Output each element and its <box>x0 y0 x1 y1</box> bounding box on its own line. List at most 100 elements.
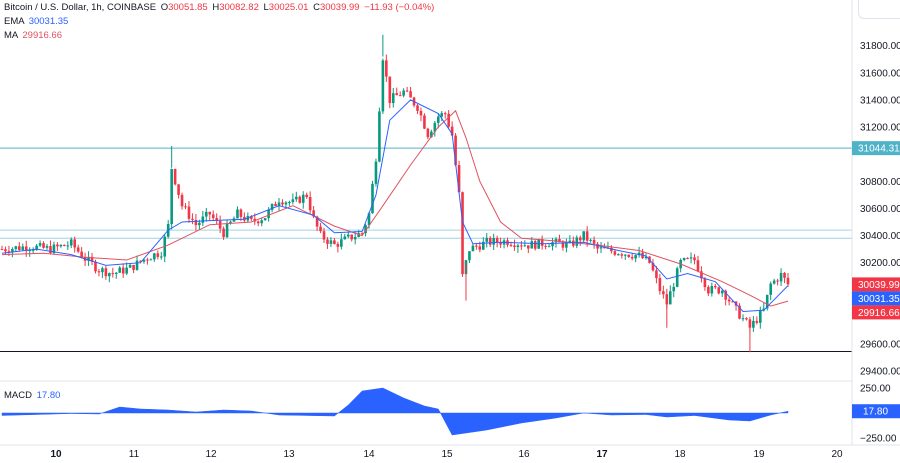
price-badge-text: 30039.99 <box>858 280 900 291</box>
candle-body <box>281 202 284 205</box>
candle-body <box>128 264 132 268</box>
candle-body <box>173 169 177 185</box>
candle-body <box>488 237 492 245</box>
candle-body <box>59 244 63 247</box>
candle-body <box>724 290 727 300</box>
candle-body <box>558 238 561 243</box>
candle-body <box>367 213 371 226</box>
ma-legend[interactable]: MA 29916.66 <box>4 30 62 41</box>
candle-body <box>391 93 395 104</box>
candle-body <box>56 244 59 247</box>
time-tick-label: 12 <box>205 449 217 460</box>
candle-body <box>104 268 108 277</box>
candle-body <box>378 111 381 162</box>
candle-body <box>97 271 101 273</box>
candle-body <box>436 116 440 123</box>
candle-body <box>52 244 56 254</box>
candle-body <box>284 202 288 205</box>
candle-body <box>208 211 212 215</box>
ema-line <box>1 99 789 313</box>
candle-body <box>243 216 246 221</box>
candle-body <box>159 256 163 258</box>
candle-body <box>727 299 731 302</box>
candle-body <box>655 270 658 279</box>
candle-body <box>236 209 239 219</box>
candle-body <box>222 228 225 238</box>
candle-body <box>492 238 495 245</box>
candle-body <box>374 161 378 184</box>
candle-body <box>433 122 437 132</box>
candle-body <box>627 254 631 257</box>
candle-body <box>315 216 319 227</box>
candle-body <box>69 239 73 246</box>
candle-body <box>371 183 374 214</box>
candle-body <box>623 254 627 256</box>
price-badge-text: 30031.35 <box>858 294 900 305</box>
candle-body <box>153 253 156 260</box>
candle-body <box>263 218 267 221</box>
candle-body <box>561 242 565 248</box>
open-value: 30051.85 <box>168 2 208 13</box>
candle-body <box>662 291 665 295</box>
candle-body <box>90 256 94 262</box>
candle-body <box>613 251 617 255</box>
price-tick-label: 31200.00 <box>860 123 900 134</box>
candle-body <box>776 280 779 282</box>
price-tick-label: 29600.00 <box>860 340 900 351</box>
candle-body <box>720 290 724 294</box>
candle-body <box>156 253 160 257</box>
price-tick-label: 31800.00 <box>860 41 900 52</box>
chart-toolbar-button[interactable] <box>858 0 900 19</box>
candle-body <box>239 209 243 217</box>
candle-body <box>14 246 18 249</box>
change-value: −11.93 (−0.04%) <box>364 2 435 13</box>
candle-body <box>121 267 125 274</box>
candle-body <box>177 184 180 195</box>
candle-body <box>710 286 714 294</box>
candle-body <box>388 76 392 104</box>
candle-body <box>191 218 194 220</box>
candle-body <box>713 286 717 288</box>
candle-body <box>398 95 402 97</box>
candle-body <box>769 283 772 295</box>
candle-body <box>256 221 260 224</box>
candle-body <box>132 264 135 270</box>
candle-body <box>260 220 263 224</box>
candle-body <box>229 221 232 224</box>
high-label: H <box>212 2 220 13</box>
candle-body <box>118 267 122 273</box>
candle-body <box>329 240 333 244</box>
low-value: 30025.01 <box>268 2 309 13</box>
candle-body <box>360 233 364 235</box>
time-axis[interactable]: 10 11 12 13 14 15 16 17 18 19 20 <box>0 444 900 460</box>
candle-body <box>274 203 277 206</box>
candle-body <box>509 244 513 246</box>
time-tick-label: 18 <box>674 449 686 460</box>
candle-body <box>468 251 471 261</box>
candle-body <box>700 271 703 279</box>
candle-body <box>4 249 7 252</box>
candle-body <box>485 237 489 242</box>
candle-body <box>194 219 198 226</box>
candle-body <box>495 238 499 243</box>
candle-body <box>184 206 187 208</box>
macd-legend[interactable]: MACD 17.80 <box>4 390 60 401</box>
time-tick-label: 17 <box>596 449 608 460</box>
candle-body <box>149 259 153 261</box>
candle-body <box>42 243 45 248</box>
candle-body <box>385 60 388 77</box>
candle-body <box>668 291 672 305</box>
ema-legend[interactable]: EMA 30031.35 <box>4 16 68 27</box>
candle-body <box>544 245 547 247</box>
candle-body <box>11 248 14 253</box>
candle-body <box>94 261 97 272</box>
time-tick-label: 19 <box>753 449 765 460</box>
price-tick-label: 30400.00 <box>860 231 900 242</box>
time-tick-label: 16 <box>518 449 530 460</box>
candle-body <box>87 256 90 261</box>
price-tick-label: 30200.00 <box>860 258 900 269</box>
candle-body <box>319 226 322 232</box>
price-axis[interactable]: 31800.00 31600.00 31400.00 31200.00 30800.00… <box>851 0 900 445</box>
candle-body <box>755 320 759 323</box>
